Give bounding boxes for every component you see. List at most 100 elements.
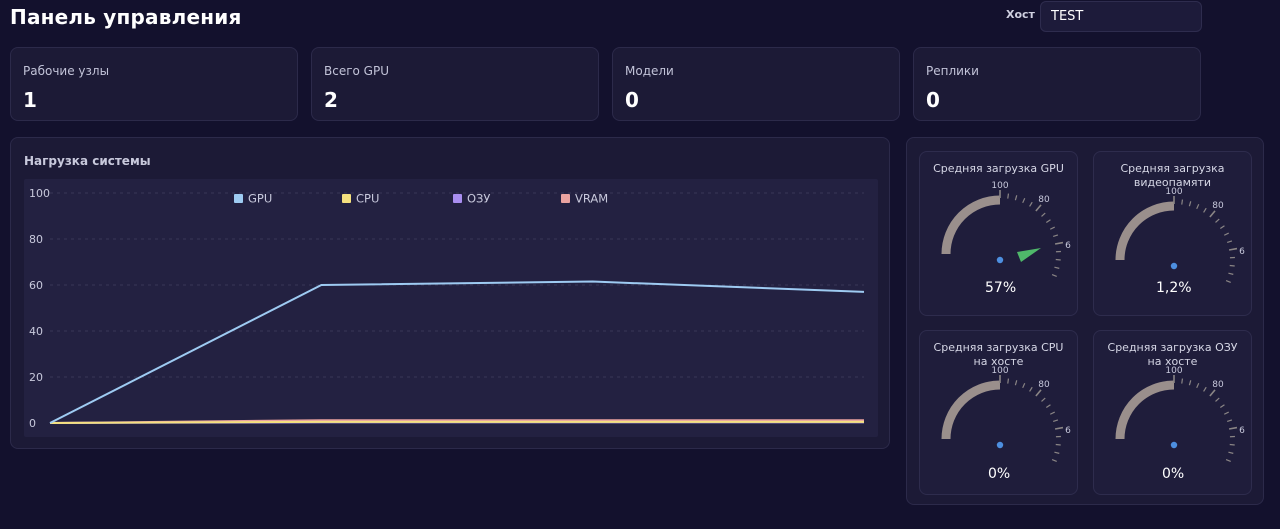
gauge-tick [1035, 389, 1042, 397]
y-tick-label: 0 [29, 417, 36, 430]
gauge-tick [1052, 234, 1059, 238]
gauge-tick [1219, 225, 1225, 230]
page-title: Панель управления [10, 5, 242, 29]
gauge-tick [1007, 193, 1010, 199]
legend-swatch [561, 194, 570, 203]
gauge-tick [1054, 426, 1064, 430]
gauge-scale-label: 80 [1212, 380, 1224, 390]
gauge-tick [1052, 419, 1059, 423]
legend-item-GPU[interactable]: GPU [234, 192, 272, 206]
gauge-title: Средняя загрузка GPU [933, 162, 1064, 175]
gauge-tick [1203, 386, 1207, 392]
gauge-tick [1228, 451, 1234, 454]
stat-card-workers: Рабочие узлы 1 [10, 47, 298, 121]
gauge-tick [1035, 204, 1042, 212]
gauge-tick [1209, 389, 1216, 397]
gauge-scale-label: 100 [1165, 187, 1182, 197]
chart-area: 0 20 40 60 80 100 GPU CPU ОЗУ VRAM [24, 179, 878, 437]
gauge-center-dot [1170, 441, 1178, 449]
stat-label: Модели [625, 64, 674, 78]
gauge-tick [1226, 240, 1233, 244]
gauge-tick [1051, 459, 1057, 463]
gauge-ram: 100 80 6 [1115, 366, 1245, 463]
legend-swatch [342, 194, 351, 203]
system-load-chart: 0 20 40 60 80 100 GPU CPU ОЗУ VRAM [29, 187, 865, 430]
y-tick-label: 100 [29, 187, 50, 200]
gauge-tick [1215, 218, 1220, 223]
stat-value: 1 [23, 88, 37, 112]
legend-label: ОЗУ [467, 192, 490, 206]
gauge-value: 0% [1162, 466, 1185, 482]
gauge-tick [1051, 274, 1057, 278]
gauge-title: Средняя загрузка ОЗУ на хосте [1107, 341, 1238, 368]
gauge-tick [1228, 426, 1238, 430]
gauges-panel: Средняя загрузка GPU 100 80 6 57% Средняя … [906, 137, 1264, 505]
gauge-tick [1196, 203, 1200, 210]
system-load-panel: Нагрузка системы 0 20 40 60 80 100 GPU CPU ОЗУ VR… [10, 137, 890, 449]
gauge-scale-label: 6 [1065, 241, 1071, 251]
gauge-card-cpu: Средняя загрузка CPU на хосте 100 80 6 0% [919, 330, 1078, 495]
gauge-tick [1054, 451, 1060, 454]
gauge-scale-label: 6 [1239, 247, 1245, 257]
gauge-card-vram: Средняя загрузка видеопамяти 100 80 6 1,2% [1093, 151, 1252, 316]
gauge-track [1115, 201, 1175, 261]
gauge-scale-label: 80 [1038, 195, 1050, 205]
gauge-tick [1029, 386, 1033, 392]
series-line-CPU [49, 420, 864, 424]
y-tick-label: 20 [29, 371, 43, 384]
gauge-tick [1045, 219, 1051, 224]
gauge-scale-label: 80 [1038, 380, 1050, 390]
host-input[interactable] [1040, 1, 1202, 32]
gauge-tick [1022, 382, 1026, 389]
legend-item-ОЗУ[interactable]: ОЗУ [453, 192, 490, 206]
legend-swatch [234, 194, 243, 203]
gauge-scale-label: 100 [1165, 366, 1182, 376]
gauge-tick [1181, 378, 1184, 384]
gauge-center-dot [996, 256, 1004, 264]
gauge-value: 57% [985, 280, 1017, 296]
gauge-tick [1014, 380, 1018, 386]
gauge-tick [1223, 232, 1229, 236]
gauge-tick [1209, 210, 1216, 218]
gauge-tick [1226, 419, 1233, 423]
y-tick-label: 60 [29, 279, 43, 292]
gauge-scale-label: 100 [991, 366, 1008, 376]
gauge-tick [1041, 212, 1046, 217]
gauge-track [941, 195, 1001, 255]
legend-item-CPU[interactable]: CPU [342, 192, 379, 206]
y-tick-label: 80 [29, 233, 43, 246]
legend-item-VRAM[interactable]: VRAM [561, 192, 608, 206]
stat-value: 2 [324, 88, 338, 112]
gauge-tick [1181, 199, 1184, 205]
gauge-center-dot [996, 441, 1004, 449]
y-tick-label: 40 [29, 325, 43, 338]
chart-title: Нагрузка системы [24, 154, 151, 168]
stat-card-gpus: Всего GPU 2 [311, 47, 599, 121]
gauge-track [1115, 380, 1175, 440]
stat-label: Всего GPU [324, 64, 389, 78]
gauge-tick [1049, 226, 1055, 230]
gauge-tick [1049, 411, 1055, 415]
gauge-tick [1022, 197, 1026, 204]
gauge-tick [1219, 404, 1225, 409]
gauge-tick [1215, 397, 1220, 402]
gauge-title: Средняя загрузка CPU на хосте [933, 341, 1064, 368]
gauge-tick [1045, 404, 1051, 409]
stat-card-models: Модели 0 [612, 47, 900, 121]
gauge-tick [1029, 201, 1033, 207]
gauge-pointer [1017, 248, 1041, 262]
gauge-tick [1188, 380, 1192, 386]
stat-label: Реплики [926, 64, 979, 78]
gauge-value: 0% [988, 466, 1011, 482]
legend-label: CPU [356, 192, 379, 206]
gauge-gpu: 100 80 6 [941, 181, 1071, 278]
gauge-card-ram: Средняя загрузка ОЗУ на хосте 100 80 6 0% [1093, 330, 1252, 495]
gauge-tick [1228, 247, 1238, 251]
gauge-title: Средняя загрузка видеопамяти [1120, 162, 1225, 189]
stat-card-replicas: Реплики 0 [913, 47, 1201, 121]
legend-label: GPU [248, 192, 272, 206]
gauge-card-gpu: Средняя загрузка GPU 100 80 6 57% [919, 151, 1078, 316]
host-label: Хост [1006, 8, 1035, 21]
gauge-tick [1228, 272, 1234, 275]
gauge-scale-label: 6 [1239, 426, 1245, 436]
